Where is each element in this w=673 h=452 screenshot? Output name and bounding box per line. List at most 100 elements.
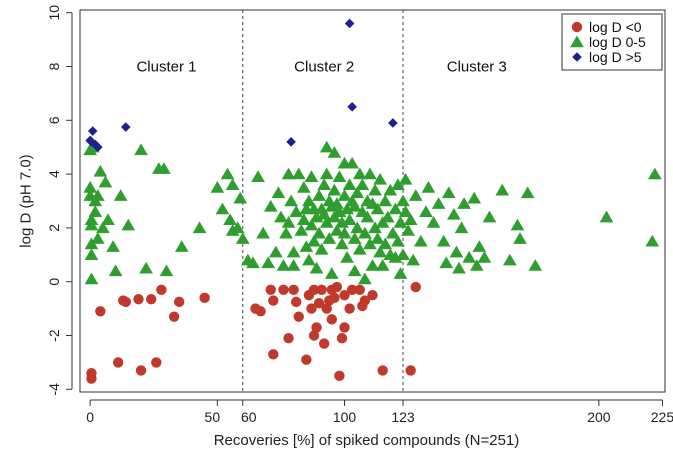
data-point-triangle [297,181,311,193]
data-point-circle [311,322,322,333]
data-point-circle [346,284,358,295]
x-tick-label: 50 [205,409,221,425]
data-point-triangle [215,202,230,215]
data-point-triangle [307,234,321,247]
data-point-circle [339,322,350,333]
data-point-circle [405,365,416,376]
data-point-circle [268,295,279,306]
data-point-circle [135,365,147,376]
x-tick-label: 100 [333,409,357,425]
data-point-triangle [528,259,543,271]
data-point-circle [288,284,299,295]
data-point-triangle [291,167,306,180]
data-point-triangle [286,259,301,271]
data-point-triangle [93,164,108,177]
data-point-triangle [113,189,128,201]
data-point-triangle [108,264,123,277]
data-point-triangle [363,167,377,180]
data-point-circle [255,306,266,317]
data-point-circle [354,284,365,295]
data-point-triangle [88,205,103,217]
data-point-triangle [431,197,446,209]
data-point-triangle [235,232,250,244]
data-point-triangle [398,172,413,185]
data-point-triangle [271,186,286,199]
data-point-circle [112,357,124,368]
data-point-triangle [174,240,189,252]
data-point-circle [334,370,345,382]
data-point-triangle [599,210,614,223]
y-tick-label: 2 [46,224,62,232]
data-point-triangle [426,216,441,228]
data-point-triangle [472,240,487,252]
data-point-circle [359,295,371,306]
data-point-triangle [350,221,365,234]
data-point-triangle [370,232,385,244]
data-point-diamond [93,142,103,152]
data-point-triangle [457,197,471,209]
y-tick-label: 6 [46,116,62,124]
data-point-circle [95,306,106,317]
data-point-triangle [347,199,362,212]
data-point-circle [321,303,332,314]
data-point-triangle [396,248,410,261]
data-point-triangle [319,216,334,228]
data-point-circle [318,338,330,349]
data-point-diamond [86,137,97,147]
data-point-triangle [342,213,357,226]
data-point-triangle [106,240,120,252]
data-point-triangle [467,191,482,204]
data-point-triangle [269,245,283,258]
data-point-triangle [330,224,344,236]
data-point-triangle [449,245,464,258]
data-point-circle [168,311,180,322]
data-point-triangle [230,221,245,234]
data-point-triangle [289,205,304,217]
data-point-diamond [120,122,131,132]
data-point-triangle [157,162,171,174]
data-point-triangle [335,237,349,250]
data-point-triangle [393,216,408,228]
data-point-triangle [309,261,324,274]
data-point-circle [301,354,312,365]
data-point-triangle [436,234,451,247]
data-point-circle [293,311,304,322]
data-point-triangle [503,253,517,266]
data-point-triangle [469,259,484,271]
x-axis-title: Recoveries [%] of spiked compounds (N=25… [214,432,520,449]
data-point-triangle [421,181,436,193]
data-point-triangle [256,226,270,239]
data-point-triangle [375,259,390,271]
y-axis-title: log D (pH 7.0) [18,154,35,247]
data-point-triangle [302,253,316,266]
legend-marker-circle [571,21,583,33]
data-point-triangle [337,189,352,201]
data-point-triangle [304,170,319,182]
data-point-triangle [96,221,110,234]
data-point-triangle [263,199,278,212]
data-point-triangle [319,167,334,180]
data-point-triangle [327,183,342,196]
data-point-circle [199,292,210,304]
data-point-triangle [373,245,387,258]
data-point-triangle [312,189,326,201]
data-point-triangle [368,183,382,196]
data-point-triangle [210,181,225,193]
data-point-triangle [297,213,311,226]
data-point-triangle [477,250,492,263]
legend-label: log D >5 [589,49,642,65]
data-point-triangle [648,167,662,180]
y-tick-label: 0 [46,278,62,286]
data-point-circle [278,284,289,295]
legend-label: log D 0-5 [589,34,646,50]
data-point-triangle [391,234,405,247]
legend-marker-diamond [572,52,582,62]
cluster-layer: Cluster 1 Cluster 2 Cluster 3 [136,10,507,392]
data-point-triangle [246,256,260,269]
data-point-triangle [281,167,296,180]
data-point-circle [329,292,340,304]
data-point-triangle [520,186,535,199]
data-point-circle [308,284,320,295]
data-point-triangle [495,183,510,196]
data-point-triangle [332,170,347,182]
